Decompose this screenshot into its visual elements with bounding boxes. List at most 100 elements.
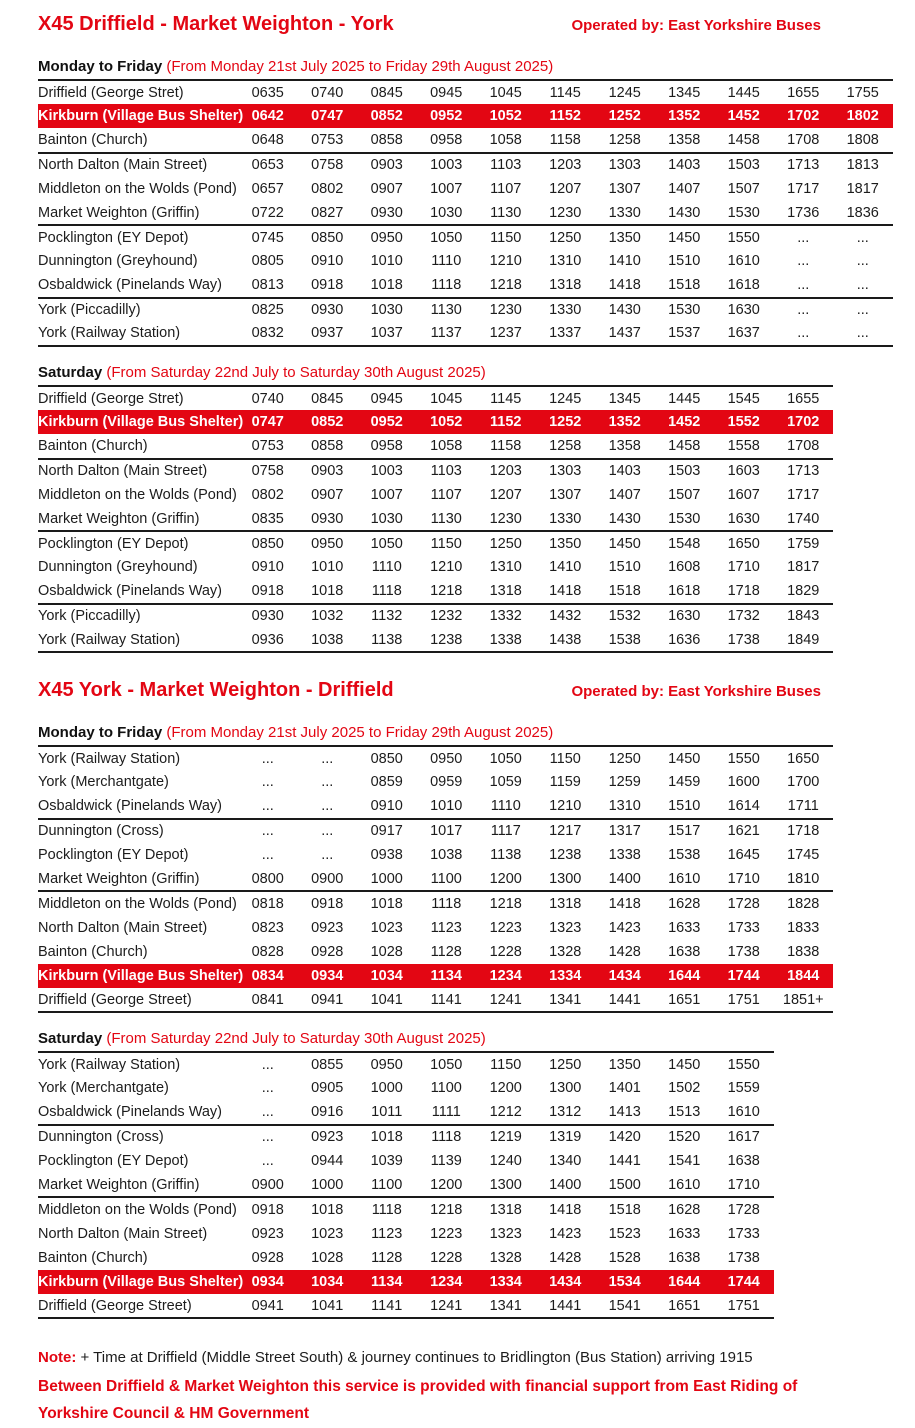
table-row: Driffield (George Stret) 0740 0845 0945 1045… xyxy=(38,386,833,410)
time-cell: 0635 xyxy=(251,84,284,101)
time-cell: 0657 xyxy=(251,180,284,197)
table-row: Middleton on the Wolds (Pond) 0657 0802 090… xyxy=(38,177,893,201)
time-cell: 1713 xyxy=(787,157,820,174)
time-cell: 1219 xyxy=(489,1129,522,1146)
time-cell: 1418 xyxy=(608,895,641,912)
time-cell: 1838 xyxy=(787,943,820,960)
time-cell: 0825 xyxy=(251,302,284,319)
time-cell: 0923 xyxy=(311,1129,344,1146)
time-cell: 1010 xyxy=(416,794,476,820)
time-cell: 1450 xyxy=(668,229,701,246)
time-cell: 1817 xyxy=(787,559,820,576)
time-cell: 1223 xyxy=(489,919,522,936)
stop-name-cell: York (Railway Station) xyxy=(38,750,181,767)
time-cell: 1312 xyxy=(535,1100,595,1126)
time-cell: 1138 xyxy=(490,846,522,863)
time-cell: 1603 xyxy=(727,463,760,480)
time-cell: 1459 xyxy=(668,774,701,791)
timetable-grid: York (Railway Station)... 0855 0950 1050 115… xyxy=(38,1051,774,1320)
timetable-inbound-saturday: Saturday (From Saturday 22nd July to Sat… xyxy=(38,1030,895,1320)
time-cell: 1018 xyxy=(357,273,417,299)
time-cell: 1330 xyxy=(535,507,595,533)
time-cell: 0753 xyxy=(297,128,357,154)
time-cell: 1350 xyxy=(608,229,641,246)
time-cell: 1810 xyxy=(773,867,833,893)
time-cell: 1450 xyxy=(608,535,641,552)
time-cell: 1018 xyxy=(370,895,403,912)
time-cell: 1252 xyxy=(595,104,655,129)
time-cell: ... xyxy=(321,750,334,767)
time-cell: 0900 xyxy=(238,1173,298,1199)
time-cell: 1134 xyxy=(357,1269,417,1295)
time-cell: 1745 xyxy=(787,846,820,863)
table-row: Dunnington (Cross)...... 0917 1017 1117 1217… xyxy=(38,819,833,843)
time-cell: 1608 xyxy=(668,559,701,576)
table-row: York (Merchantgate)...... 0859 0959 1059 115… xyxy=(38,770,833,794)
operator-label: Operated by: East Yorkshire Buses xyxy=(571,683,821,701)
time-cell: 1530 xyxy=(668,302,701,319)
time-cell: 1618 xyxy=(654,579,714,605)
time-cell: ... xyxy=(261,750,274,767)
time-cell: 1238 xyxy=(549,846,582,863)
time-cell: 1434 xyxy=(595,963,655,988)
table-row: Middleton on the Wolds (Pond) 0802 0907 100… xyxy=(38,483,833,507)
time-cell: ... xyxy=(321,823,334,840)
time-cell: 1718 xyxy=(714,579,774,605)
time-cell: 1755 xyxy=(846,84,879,101)
table-row: Market Weighton (Griffin) 0722 0827 0930 103… xyxy=(38,200,893,227)
table-row: Pocklington (EY Depot) 0850 0950 1050 1150 12… xyxy=(38,531,833,555)
time-cell: 1751 xyxy=(714,1294,774,1320)
time-cell: 1118 xyxy=(357,579,417,605)
route-title-inbound: X45 York - Market Weighton - Driffield xyxy=(38,679,394,702)
time-cell: 0834 xyxy=(238,963,298,988)
time-cell: 1828 xyxy=(787,895,820,912)
time-cell: ... xyxy=(261,1056,274,1073)
time-cell: ... xyxy=(261,823,274,840)
time-cell: 1152 xyxy=(476,410,536,435)
time-cell: 1038 xyxy=(297,627,357,654)
time-cell: 1558 xyxy=(714,434,774,460)
time-cell: 1420 xyxy=(608,1129,641,1146)
day-heading: Monday to Friday (From Monday 21st July … xyxy=(38,58,895,76)
timetable-inbound-weekday: Monday to Friday (From Monday 21st July … xyxy=(38,724,895,1014)
time-cell: 1059 xyxy=(489,774,522,791)
time-cell: 1733 xyxy=(727,919,760,936)
time-cell: 1759 xyxy=(787,535,820,552)
time-cell: 0818 xyxy=(251,895,284,912)
time-cell: 1717 xyxy=(787,486,820,503)
time-cell: 1032 xyxy=(311,608,344,625)
table-row-highlighted: Kirkburn (Village Bus Shelter) 0934 1034 11… xyxy=(38,1269,774,1295)
time-cell: 1200 xyxy=(416,1173,476,1199)
time-cell: 1621 xyxy=(727,823,760,840)
time-cell: 1836 xyxy=(833,200,893,227)
time-cell: 1744 xyxy=(714,963,774,988)
time-cell: 1110 xyxy=(476,794,536,820)
time-cell: 1212 xyxy=(476,1100,536,1126)
time-cell: 1732 xyxy=(727,608,760,625)
table-row: Driffield (George Street) 0841 0941 1041 114… xyxy=(38,988,833,1014)
time-cell: 1010 xyxy=(311,559,344,576)
stop-name-cell: Market Weighton (Griffin) xyxy=(38,507,238,533)
stop-name-cell: Market Weighton (Griffin) xyxy=(38,200,238,227)
time-cell: 1045 xyxy=(430,390,463,407)
time-cell: 1441 xyxy=(595,988,655,1014)
time-cell: 0900 xyxy=(297,867,357,893)
table-row: York (Piccadilly) 0930 1032 1132 1232 1332 143… xyxy=(38,604,833,628)
time-cell: 0930 xyxy=(311,302,344,319)
stop-name-cell: Driffield (George Stret) xyxy=(38,390,184,407)
stop-name-cell: Driffield (George Street) xyxy=(38,988,238,1014)
time-cell: ... xyxy=(321,774,334,791)
time-cell: 1052 xyxy=(476,104,536,129)
time-cell: 1317 xyxy=(608,823,641,840)
day-label: Saturday xyxy=(38,1030,107,1048)
time-cell: 1713 xyxy=(787,463,820,480)
time-cell: 0648 xyxy=(238,128,298,154)
time-cell: 1340 xyxy=(549,1153,582,1170)
time-cell: 1638 xyxy=(668,1249,701,1266)
time-cell: 1345 xyxy=(608,390,641,407)
table-row: Osbaldwick (Pinelands Way)...... 0910 1010… xyxy=(38,794,833,820)
time-cell: 0859 xyxy=(370,774,403,791)
time-cell: 1141 xyxy=(416,988,476,1014)
time-cell: 0832 xyxy=(238,321,298,348)
time-cell: 0903 xyxy=(370,157,403,174)
